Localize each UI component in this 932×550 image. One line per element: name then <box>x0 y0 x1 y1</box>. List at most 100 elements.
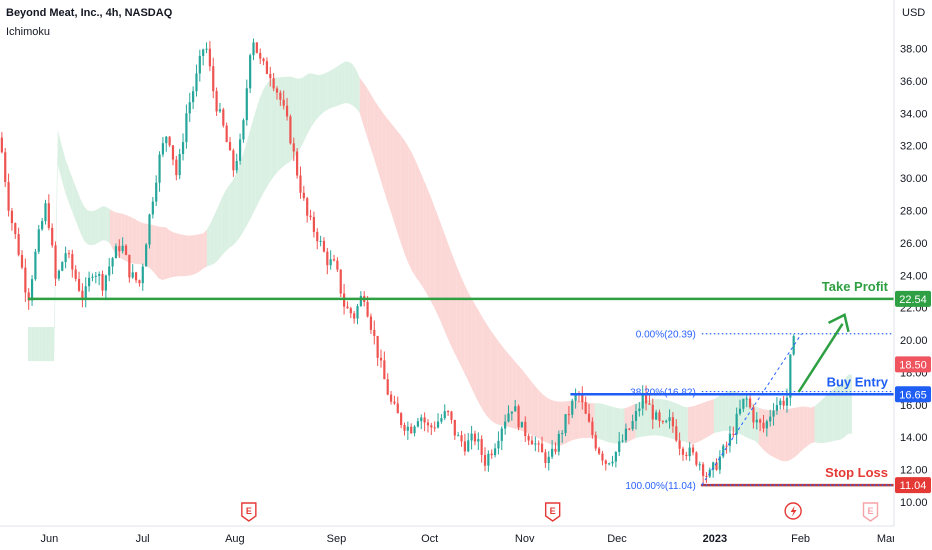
cloud-segment <box>493 335 498 425</box>
earnings-marker[interactable]: E <box>862 502 879 522</box>
candle-body <box>792 336 795 355</box>
candle-body <box>111 258 114 267</box>
cloud-segment <box>72 178 77 223</box>
cloud-segment <box>225 185 230 252</box>
candle-body <box>671 417 675 427</box>
x-tick-label: Feb <box>791 533 810 545</box>
candle-body <box>675 426 678 441</box>
cloud-segment <box>236 162 241 242</box>
target-arrow[interactable] <box>797 323 844 393</box>
cloud-segment <box>691 405 696 444</box>
cloud-segment <box>452 256 457 358</box>
cloud-segment <box>408 146 412 271</box>
cloud-segment <box>799 406 804 453</box>
cloud-segment <box>42 327 47 362</box>
cloud-segment <box>549 399 554 445</box>
fib-trend-line[interactable] <box>701 333 802 486</box>
candle-body <box>302 192 305 199</box>
ichimoku-cloud <box>27 61 852 462</box>
earnings-marker[interactable]: E <box>241 502 257 522</box>
cloud-segment <box>154 225 159 279</box>
candle-body <box>534 443 537 445</box>
candle-body <box>0 137 3 153</box>
candle-body <box>480 439 483 455</box>
cloud-segment <box>661 399 666 437</box>
x-tick-label: Sep <box>327 533 347 545</box>
candle-body <box>420 417 423 422</box>
cloud-segment <box>27 327 32 362</box>
candle-body <box>732 433 735 435</box>
candle-body <box>618 441 621 452</box>
buy-entry-tag <box>895 386 931 403</box>
cloud-segment <box>848 374 852 434</box>
cloud-segment <box>777 409 782 461</box>
candle-body <box>10 210 14 224</box>
trade-levels: Take Profit Buy Entry Stop Loss <box>27 279 894 487</box>
buy-entry-tag-value: 16.65 <box>899 389 927 401</box>
candle-body <box>383 360 386 380</box>
cloud-segment <box>35 327 40 362</box>
candle-body <box>557 433 560 452</box>
earnings-marker[interactable]: E <box>544 502 561 522</box>
cloud-segment <box>344 61 349 104</box>
cloud-segment <box>50 327 55 362</box>
candle-body <box>259 52 262 59</box>
cloud-segment <box>445 236 450 342</box>
cloud-segment <box>762 409 767 453</box>
candle-body <box>319 240 322 242</box>
candle-body <box>483 454 487 466</box>
candles <box>0 38 795 486</box>
cloud-segment <box>311 73 316 127</box>
indicator-label[interactable]: Ichimoku <box>6 26 51 38</box>
candle-body <box>587 413 591 422</box>
candle-body <box>722 445 725 457</box>
candle-body <box>785 397 789 406</box>
x-tick-label: Dec <box>607 533 627 545</box>
target-arrow-head <box>827 313 850 333</box>
candle-body <box>24 267 27 293</box>
candle-body <box>104 275 107 291</box>
fib-level-label: 0.00%(20.39) <box>636 330 696 341</box>
candle-body <box>255 42 258 53</box>
candle-body <box>282 99 285 106</box>
cloud-segment <box>844 374 849 438</box>
cloud-segment <box>460 275 465 373</box>
candle-body <box>400 413 403 426</box>
candle-body <box>161 143 165 155</box>
cloud-segment <box>553 400 558 446</box>
candle-body <box>74 269 77 279</box>
cloud-segment <box>87 210 92 246</box>
candle-body <box>457 435 460 437</box>
cloud-segment <box>251 112 256 217</box>
cloud-segment <box>188 235 192 276</box>
x-tick-label: Jul <box>136 533 150 545</box>
candle-body <box>574 393 577 401</box>
candle-body <box>426 422 430 426</box>
cloud-segment <box>322 72 327 114</box>
cloud-segment <box>475 304 480 404</box>
candle-body <box>540 443 544 453</box>
cloud-segment <box>602 403 606 442</box>
cloud-segment <box>303 74 308 142</box>
y-axis-background <box>894 0 932 550</box>
candle-body <box>47 203 50 228</box>
candle-body <box>772 410 775 417</box>
cloud-segment <box>158 226 163 280</box>
candle-body <box>755 419 758 423</box>
candle-body <box>376 335 379 358</box>
cloud-segment <box>385 116 390 209</box>
candle-body <box>91 276 94 278</box>
candle-body <box>359 295 362 306</box>
cloud-segment <box>229 180 233 248</box>
candle-body <box>463 441 466 452</box>
cloud-segment <box>326 70 330 111</box>
candle-body <box>685 454 688 457</box>
cloud-segment <box>464 283 468 381</box>
cloud-segment <box>206 223 211 267</box>
candle-body <box>748 398 752 408</box>
cloud-segment <box>531 381 535 437</box>
candle-body <box>17 234 20 255</box>
candle-body <box>678 440 681 449</box>
x-tick-label: 2023 <box>703 533 727 545</box>
